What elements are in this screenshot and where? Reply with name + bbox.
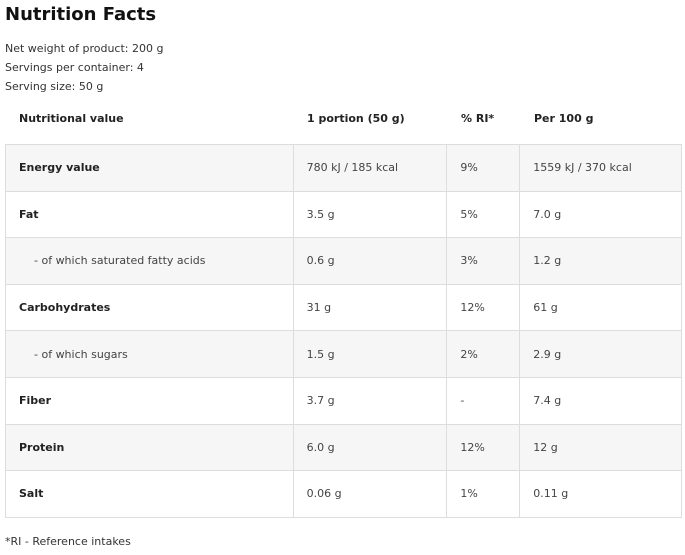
table-row: - of which sugars 1.5 g 2% 2.9 g bbox=[5, 330, 682, 378]
per-100g-value: 2.9 g bbox=[519, 330, 682, 378]
table-row: Energy value 780 kJ / 185 kcal 9% 1559 kJ /… bbox=[5, 144, 682, 192]
nutrition-table: Energy value 780 kJ / 185 kcal 9% 1559 kJ /… bbox=[5, 144, 682, 518]
ri-value: - bbox=[446, 376, 521, 425]
portion-value: 3.5 g bbox=[292, 190, 448, 239]
header-portion: 1 portion (50 g) bbox=[307, 112, 405, 125]
ri-value: 3% bbox=[446, 237, 521, 285]
nutrient-name: - of which saturated fatty acids bbox=[5, 237, 294, 285]
table-row: Salt 0.06 g 1% 0.11 g bbox=[5, 470, 682, 518]
per-100g-value: 1.2 g bbox=[519, 237, 682, 285]
nutrient-name: Fiber bbox=[5, 376, 294, 425]
nutrient-name: - of which sugars bbox=[5, 330, 294, 378]
portion-value: 0.06 g bbox=[292, 470, 448, 518]
table-row: Carbohydrates 31 g 12% 61 g bbox=[5, 283, 682, 332]
header-nutritional-value: Nutritional value bbox=[19, 112, 124, 125]
per-100g-value: 61 g bbox=[519, 283, 682, 332]
portion-value: 0.6 g bbox=[292, 237, 448, 285]
table-row: Fiber 3.7 g -7.4 g bbox=[5, 376, 682, 425]
portion-value: 780 kJ / 185 kcal bbox=[292, 144, 448, 192]
ri-value: 12% bbox=[446, 423, 521, 472]
footnote: *RI - Reference intakes bbox=[5, 535, 131, 548]
ri-value: 12% bbox=[446, 283, 521, 332]
per-100g-value: 12 g bbox=[519, 423, 682, 472]
ri-value: 2% bbox=[446, 330, 521, 378]
portion-value: 1.5 g bbox=[292, 330, 448, 378]
nutrient-name: Energy value bbox=[5, 144, 294, 192]
portion-value: 31 g bbox=[292, 283, 448, 332]
nutrient-name: Salt bbox=[5, 470, 294, 518]
portion-value: 6.0 g bbox=[292, 423, 448, 472]
page-title: Nutrition Facts bbox=[5, 4, 157, 25]
table-row: - of which saturated fatty acids 0.6 g 3% 1… bbox=[5, 237, 682, 285]
nutrient-name: Carbohydrates bbox=[5, 283, 294, 332]
per-100g-value: 7.0 g bbox=[519, 190, 682, 239]
per-100g-value: 1559 kJ / 370 kcal bbox=[519, 144, 682, 192]
header-per-100g: Per 100 g bbox=[534, 112, 594, 125]
ri-value: 5% bbox=[446, 190, 521, 239]
table-row: Fat 3.5 g 5% 7.0 g bbox=[5, 190, 682, 239]
ri-value: 1% bbox=[446, 470, 521, 518]
nutrient-name: Fat bbox=[5, 190, 294, 239]
net-weight: Net weight of product: 200 g bbox=[5, 42, 164, 55]
header-ri: % RI* bbox=[461, 112, 495, 125]
per-100g-value: 0.11 g bbox=[519, 470, 682, 518]
per-100g-value: 7.4 g bbox=[519, 376, 682, 425]
serving-size: Serving size: 50 g bbox=[5, 80, 104, 93]
portion-value: 3.7 g bbox=[292, 376, 448, 425]
nutrient-name: Protein bbox=[5, 423, 294, 472]
servings-per-container: Servings per container: 4 bbox=[5, 61, 144, 74]
ri-value: 9% bbox=[446, 144, 521, 192]
table-row: Protein 6.0 g 12% 12 g bbox=[5, 423, 682, 472]
